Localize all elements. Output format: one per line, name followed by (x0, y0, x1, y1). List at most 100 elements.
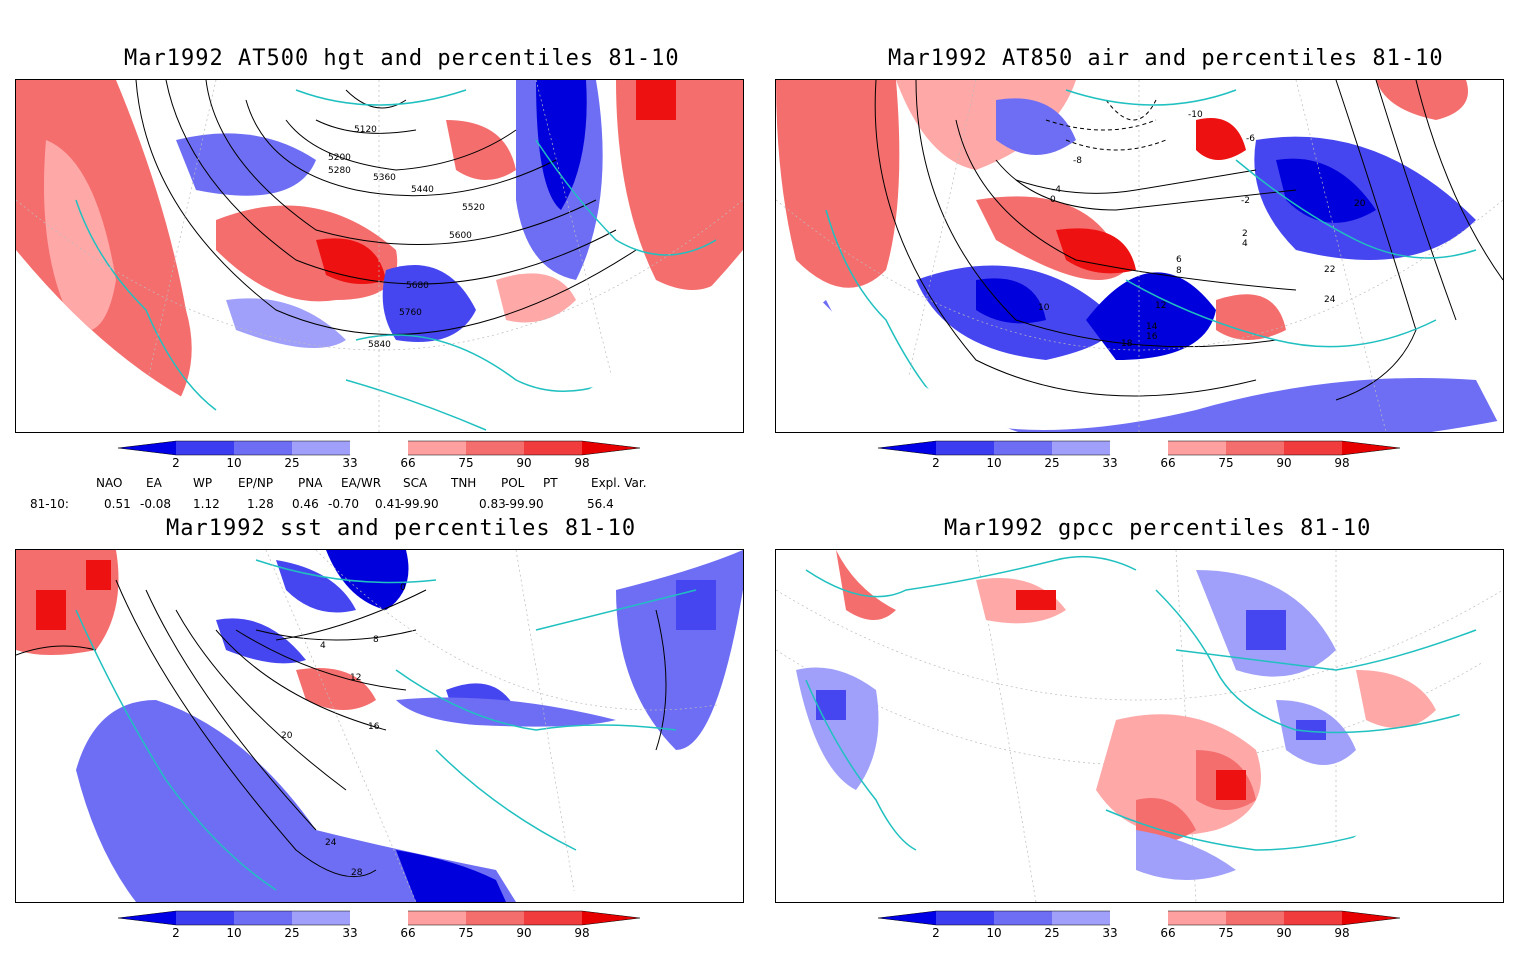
contour-label: 16 (368, 722, 380, 732)
contour-label: 5200 (328, 153, 351, 163)
contour-label: 22 (1324, 265, 1335, 275)
colorbar-tick: 10 (986, 926, 1002, 940)
map-panel-air850: -10 -8 -6 -4 -2 0 2 4 6 8 10 12 14 16 18… (775, 79, 1504, 433)
contour-label: 12 (1155, 301, 1166, 311)
colorbar-gpcc: 2 10 25 33 66 75 90 98 (877, 910, 1408, 954)
colorbar-tick: 33 (1102, 926, 1118, 940)
colorbar-tick: 75 (458, 926, 474, 940)
index-value: 0.51 (104, 497, 131, 511)
panel-title-gpcc: Mar1992 gpcc percentiles 81-10 (944, 516, 1372, 541)
contour-label: 24 (325, 838, 337, 848)
colorbar-tick: 25 (1044, 926, 1060, 940)
contour-label: 24 (1324, 295, 1336, 305)
colorbar-swatches (117, 440, 641, 456)
contour-label: 20 (281, 731, 293, 741)
colorbar-tick: 2 (172, 456, 180, 470)
contour-label: 5680 (406, 281, 429, 291)
index-header: Expl. Var. (591, 476, 647, 490)
index-value: 0.83 (479, 497, 506, 511)
contour-label: -10 (1188, 110, 1203, 120)
index-header: SCA (403, 476, 428, 490)
colorbar-tick: 2 (932, 926, 940, 940)
index-header: EA (146, 476, 162, 490)
map-panel-gpcc (775, 549, 1504, 903)
map-air850: -10 -8 -6 -4 -2 0 2 4 6 8 10 12 14 16 18… (776, 80, 1503, 432)
contour-label: 8 (373, 635, 379, 645)
contour-label: 5760 (399, 308, 422, 318)
contour-label: 5520 (462, 203, 485, 213)
colorbar-swatches (877, 910, 1401, 926)
colorbar-tick: 33 (342, 456, 358, 470)
contour-label: 5280 (328, 166, 351, 176)
colorbar-tick: 75 (458, 456, 474, 470)
contour-label: 4 (1242, 239, 1248, 249)
contour-label: -4 (1052, 185, 1061, 195)
index-header: POL (501, 476, 525, 490)
index-header: EA/WR (341, 476, 382, 490)
contour-label: 18 (1121, 339, 1133, 349)
contour-label: 5440 (411, 185, 434, 195)
index-value: 0.46 (292, 497, 319, 511)
colorbar-tick: 66 (1160, 456, 1176, 470)
contour-label: 0 (400, 583, 406, 593)
colorbar-tick: 25 (284, 926, 300, 940)
colorbar-tick: 25 (284, 456, 300, 470)
index-value: 1.28 (247, 497, 274, 511)
contour-label: -8 (1073, 156, 1082, 166)
index-header: NAO (96, 476, 123, 490)
colorbar-tick: 98 (1334, 926, 1350, 940)
contour-label: 20 (1354, 199, 1366, 209)
colorbar-tick: 33 (342, 926, 358, 940)
map-panel-sst: 0 4 8 12 16 20 24 28 (15, 549, 744, 903)
colorbar-tick: 10 (226, 456, 242, 470)
index-value: -99.90 (400, 497, 439, 511)
colorbar-tick: 90 (1276, 926, 1292, 940)
contour-label: 12 (350, 673, 361, 683)
colorbar-tick: 33 (1102, 456, 1118, 470)
colorbar-tick: 2 (932, 456, 940, 470)
index-value: -0.70 (328, 497, 360, 511)
contour-label: 6 (1176, 255, 1182, 265)
contour-label: 2 (1242, 229, 1248, 239)
colorbar-hgt500: 2 10 25 33 66 75 90 98 (117, 440, 648, 484)
index-value: 0.41 (375, 497, 402, 511)
map-panel-hgt500: 5120 5200 5280 5360 5440 5520 5600 5680 … (15, 79, 744, 433)
contour-label: 5840 (368, 340, 391, 350)
index-header: PNA (298, 476, 323, 490)
colorbar-tick: 90 (516, 456, 532, 470)
contour-label: 8 (1176, 266, 1182, 276)
indices-header-row: NAO EA WP EP/NP PNA EA/WR SCA TNH POL PT… (0, 476, 760, 492)
index-header: EP/NP (238, 476, 274, 490)
colorbar-tick: 66 (400, 926, 416, 940)
contour-label: 5120 (354, 125, 377, 135)
contour-label: 10 (1038, 303, 1050, 313)
contour-label: 0 (1050, 195, 1056, 205)
colorbar-tick: 98 (574, 926, 590, 940)
panel-title-sst: Mar1992 sst and percentiles 81-10 (166, 516, 637, 541)
index-header: PT (543, 476, 558, 490)
colorbar-swatches (877, 440, 1401, 456)
colorbar-tick: 98 (574, 456, 590, 470)
panel-title-hgt500: Mar1992 AT500 hgt and percentiles 81-10 (124, 46, 680, 71)
contour-label: -6 (1246, 134, 1255, 144)
index-value: 56.4 (587, 497, 614, 511)
colorbar-tick: 90 (1276, 456, 1292, 470)
map-gpcc (776, 550, 1503, 902)
contour-label: 5600 (449, 231, 472, 241)
index-row-label: 81-10: (30, 497, 69, 511)
contour-label: 14 (1146, 322, 1158, 332)
map-hgt500: 5120 5200 5280 5360 5440 5520 5600 5680 … (16, 80, 743, 432)
contour-label: 16 (1146, 332, 1158, 342)
indices-value-row: 81-10: 0.51 -0.08 1.12 1.28 0.46 -0.70 0… (0, 497, 760, 513)
colorbar-tick: 90 (516, 926, 532, 940)
colorbar-swatches (117, 910, 641, 926)
index-header: TNH (451, 476, 477, 490)
index-value: -0.08 (140, 497, 172, 511)
contour-label: 5360 (373, 173, 396, 183)
colorbar-tick: 25 (1044, 456, 1060, 470)
panel-title-air850: Mar1992 AT850 air and percentiles 81-10 (888, 46, 1444, 71)
colorbar-sst: 2 10 25 33 66 75 90 98 (117, 910, 648, 954)
index-value: 1.12 (193, 497, 220, 511)
colorbar-tick: 98 (1334, 456, 1350, 470)
map-sst: 0 4 8 12 16 20 24 28 (16, 550, 743, 902)
